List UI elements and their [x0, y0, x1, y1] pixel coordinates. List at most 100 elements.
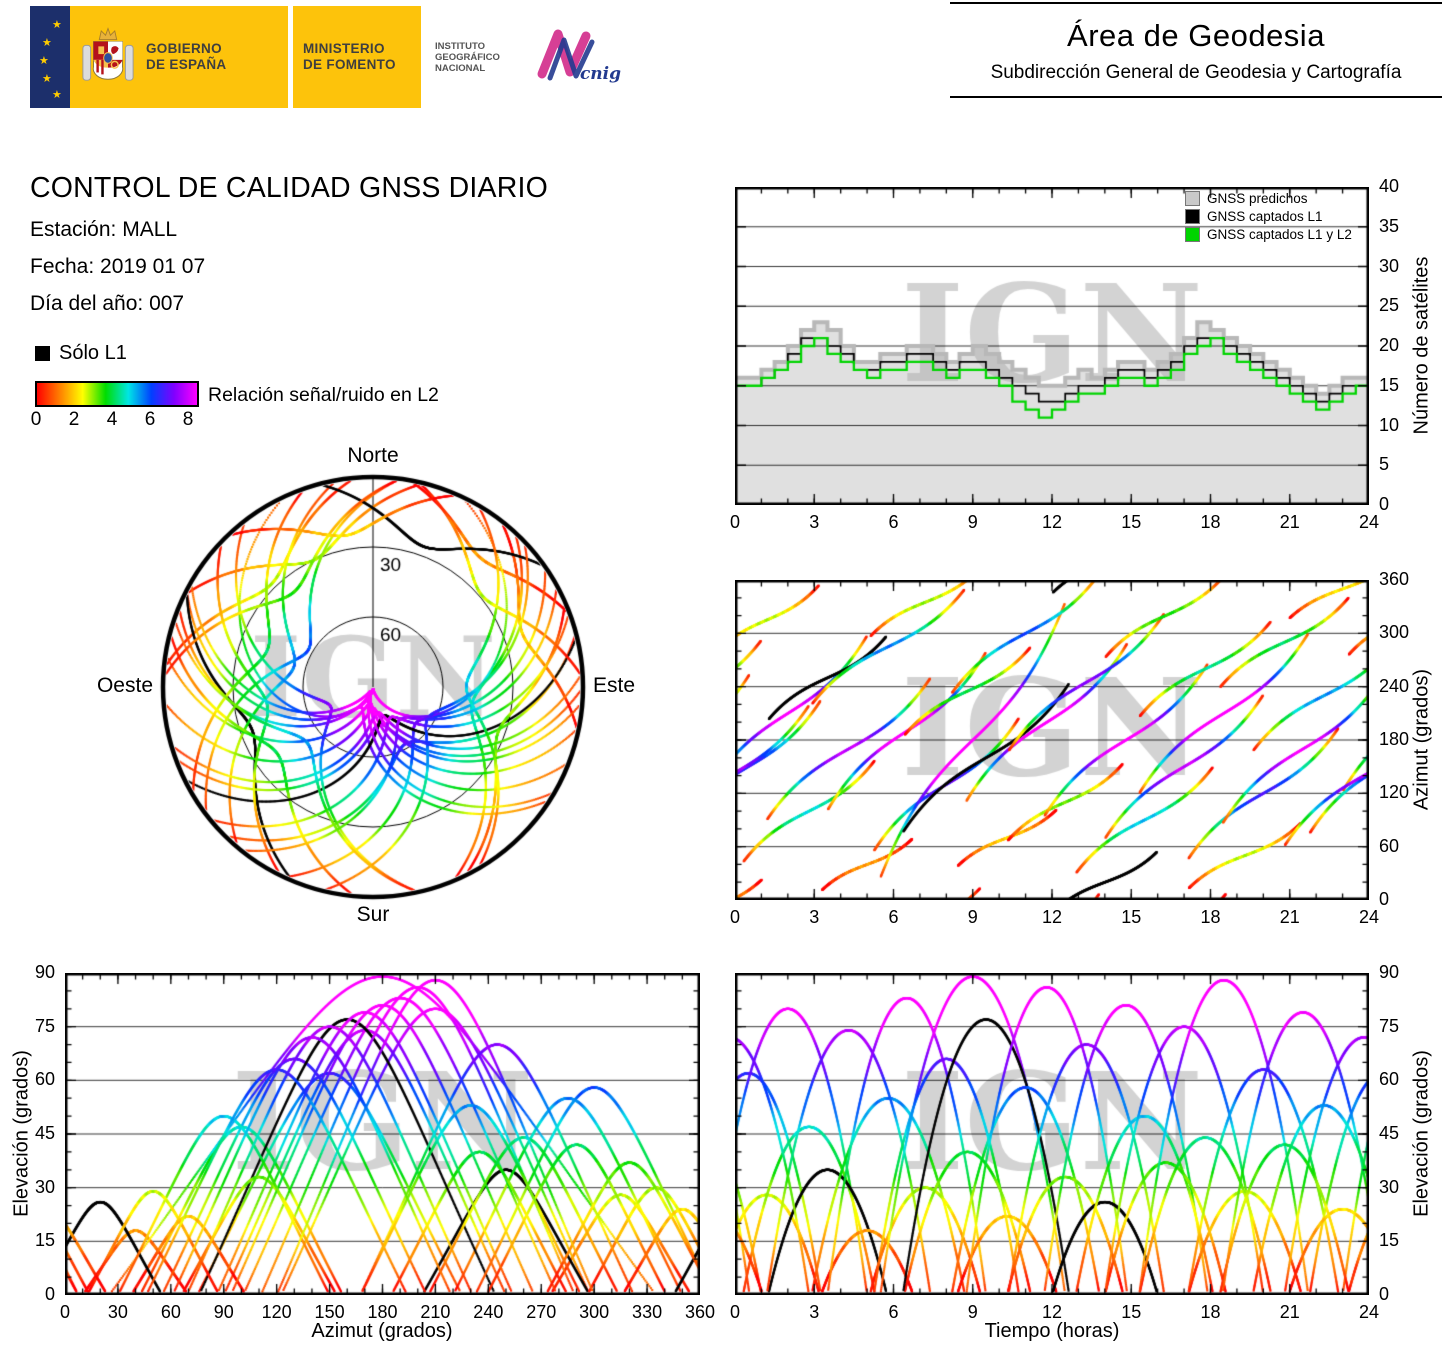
tick-label: 9: [967, 1302, 978, 1322]
tick-label: 360: [1379, 569, 1410, 589]
tick-label: 210: [420, 1302, 451, 1322]
compass-east-label: Este: [593, 674, 636, 697]
instituto-geografico-nacional-box: INSTITUTO GEOGRÁFICO NACIONAL: [421, 6, 531, 108]
tick-label: 21: [1279, 907, 1300, 927]
tick-label: 5: [1379, 454, 1390, 475]
compass-south-label: Sur: [356, 903, 390, 926]
tick-label: 25: [1379, 295, 1400, 316]
tick-label: 30: [34, 1176, 55, 1197]
tick-label: 12: [1041, 907, 1063, 927]
legend-row: GNSS captados L1 y L2: [1185, 227, 1352, 242]
elevation-vs-azimuth-chart: [65, 973, 700, 1295]
tick-label: 30: [1379, 1176, 1400, 1197]
tick-label: 15: [1379, 374, 1400, 395]
tick-label: 60: [34, 1069, 55, 1090]
tick-label: 21: [1279, 512, 1300, 532]
gobierno-espana-box: GOBIERNO DE ESPAÑA: [70, 6, 288, 108]
colorbar-tick-label: 4: [106, 409, 118, 430]
tick-label: 6: [888, 907, 899, 927]
legend-row: GNSS captados L1: [1185, 209, 1352, 224]
legend-swatch-icon: [1185, 191, 1200, 206]
tick-label: 300: [579, 1302, 610, 1322]
black-swatch-icon: [35, 346, 50, 361]
eu-star-icon: ★: [42, 37, 52, 49]
satellite-count-chart: [735, 187, 1369, 505]
eu-star-icon: ★: [52, 89, 62, 101]
instituto-geografico-nacional-label: INSTITUTO GEOGRÁFICO NACIONAL: [435, 40, 500, 74]
tick-label: 24: [1358, 512, 1380, 532]
legend-swatch-icon: [1185, 209, 1200, 224]
tick-label: 180: [1379, 729, 1410, 749]
tick-label: 330: [632, 1302, 663, 1322]
government-logo-block: ★ ★ ★ ★ ★ G: [30, 6, 623, 108]
area-geodesia-header: Área de Geodesia Subdirección General de…: [950, 2, 1442, 98]
legend-row: GNSS predichos: [1185, 191, 1352, 206]
satellite-count-legend: GNSS predichos GNSS captados L1 GNSS capta…: [1185, 191, 1352, 245]
compass-north-label: Norte: [347, 444, 399, 467]
skyplot-canvas: [138, 452, 608, 922]
tick-label: 240: [1379, 675, 1410, 696]
tick-label: 90: [1379, 962, 1400, 982]
area-title: Área de Geodesia: [1067, 18, 1325, 53]
tick-label: 9: [967, 907, 978, 927]
tick-label: 0: [729, 907, 741, 927]
y-axis-label-satellite-count: Número de satélites: [1410, 256, 1433, 435]
tick-label: 12: [1041, 512, 1063, 532]
tick-label: 0: [729, 1302, 741, 1322]
cnig-label: cnig: [579, 64, 621, 84]
tick-label: 21: [1279, 1302, 1300, 1322]
elevation-vs-time-chart: [735, 973, 1369, 1295]
ministerio-fomento-label: MINISTERIO DE FOMENTO: [303, 41, 396, 72]
cnig-brush-icon: [537, 29, 595, 81]
tick-label: 3: [809, 512, 820, 532]
legend-label: GNSS captados L1 y L2: [1207, 227, 1352, 242]
tick-label: 180: [367, 1302, 398, 1322]
tick-label: 15: [1121, 907, 1142, 927]
tick-label: 0: [1379, 889, 1390, 909]
cnig-logo: cnig: [531, 6, 623, 108]
eu-star-icon: ★: [39, 55, 49, 67]
tick-label: 15: [1379, 1230, 1400, 1251]
tick-label: 90: [213, 1302, 234, 1322]
tick-label: 0: [59, 1302, 71, 1322]
tick-label: 10: [1379, 414, 1400, 435]
eu-star-icon: ★: [42, 73, 52, 85]
tick-label: 360: [684, 1302, 716, 1322]
tick-label: 240: [473, 1302, 504, 1322]
snr-colorbar: [35, 381, 199, 407]
snr-colorbar-ticks: 0 2 4 6 8: [31, 409, 211, 433]
tick-label: 300: [1379, 622, 1410, 643]
doy-label: Día del año: 007: [30, 292, 185, 315]
tick-label: 45: [1379, 1123, 1400, 1143]
tick-label: 0: [729, 512, 741, 532]
colorbar-tick-label: 8: [182, 409, 194, 430]
gobierno-espana-label: GOBIERNO DE ESPAÑA: [146, 41, 227, 72]
report-info-block: CONTROL DE CALIDAD GNSS DIARIO Estación:…: [30, 172, 548, 316]
tick-label: 18: [1200, 512, 1221, 532]
station-label: Estación: MALL: [30, 218, 178, 241]
tick-label: 24: [1358, 907, 1380, 927]
colorbar-tick-label: 2: [68, 409, 80, 430]
eu-star-icon: ★: [52, 19, 62, 31]
tick-label: 3: [809, 907, 820, 927]
tick-label: 15: [1121, 512, 1142, 532]
azimuth-vs-time-chart: [735, 580, 1369, 900]
tick-label: 3: [809, 1302, 820, 1322]
tick-label: 120: [261, 1302, 292, 1322]
page-title: CONTROL DE CALIDAD GNSS DIARIO: [30, 172, 549, 204]
x-axis-label-time: Tiempo (horas): [984, 1320, 1120, 1342]
tick-label: 0: [44, 1284, 55, 1304]
tick-label: 6: [888, 1302, 899, 1322]
y-axis-label-azimuth: Azimut (grados): [1410, 668, 1433, 811]
tick-label: 0: [1379, 494, 1390, 514]
tick-label: 18: [1200, 1302, 1221, 1322]
x-axis-label-azimuth: Azimut (grados): [311, 1320, 453, 1342]
tick-label: 15: [1121, 1302, 1142, 1322]
tick-label: 270: [526, 1302, 557, 1322]
spain-coat-of-arms-icon: [82, 27, 134, 81]
eu-flag-strip: ★ ★ ★ ★ ★: [30, 6, 70, 108]
tick-label: 15: [34, 1230, 55, 1251]
legend-label: GNSS captados L1: [1207, 209, 1323, 224]
tick-label: 120: [1379, 782, 1410, 803]
